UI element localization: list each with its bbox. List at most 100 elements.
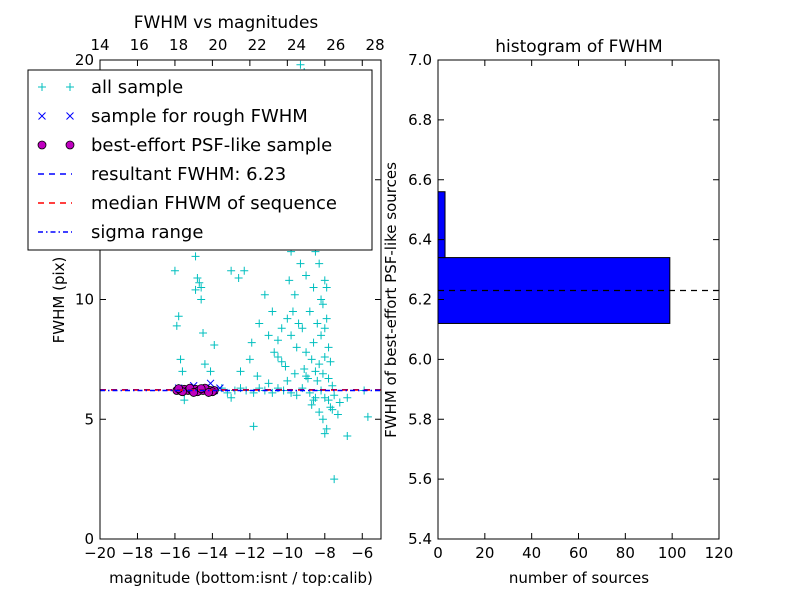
all-sample-point xyxy=(302,348,311,357)
histogram-y-tick-label: 5.6 xyxy=(408,470,432,488)
scatter-title: FWHM vs magnitudes xyxy=(134,13,319,33)
all-sample-point xyxy=(172,321,181,330)
all-sample-point xyxy=(197,295,206,304)
scatter-y-axis-label: FWHM (pix) xyxy=(50,257,68,344)
all-sample-point xyxy=(191,252,200,261)
all-sample-point xyxy=(298,324,307,333)
all-sample-point xyxy=(313,319,322,328)
all-sample-point xyxy=(302,271,311,280)
scatter-panel: FWHM vs magnitudes −20 −18 −16 −14 −12 −10 −8−… xyxy=(27,13,385,587)
all-sample-point xyxy=(318,369,327,378)
all-sample-point xyxy=(326,403,335,412)
all-sample-point xyxy=(335,398,344,407)
histogram-y-tick-label: 6.6 xyxy=(408,171,432,189)
all-sample-point xyxy=(317,331,326,340)
all-sample-point xyxy=(174,312,183,321)
all-sample-point xyxy=(318,415,327,424)
all-sample-point xyxy=(283,314,292,323)
histogram-x-tick-label: 20 xyxy=(475,544,494,562)
all-sample-point xyxy=(285,276,294,285)
histogram-x-axis-label: number of sources xyxy=(509,569,649,587)
legend-entry-label: all sample xyxy=(91,77,183,98)
all-sample-point xyxy=(320,393,329,402)
all-sample-point xyxy=(227,266,236,275)
all-sample-point xyxy=(180,396,189,405)
all-sample-point xyxy=(296,259,305,268)
histogram-bar xyxy=(437,191,446,259)
all-sample-point xyxy=(288,307,297,316)
all-sample-point xyxy=(290,290,299,299)
histogram-x-tick-label: 0 xyxy=(433,544,443,562)
all-sample-point xyxy=(255,319,264,328)
all-sample-point xyxy=(200,360,209,369)
all-sample-point xyxy=(268,307,277,316)
scatter-top-tick-label: 20 xyxy=(208,36,227,54)
all-sample-point xyxy=(176,355,185,364)
legend-entry-label: best-effort PSF-like sample xyxy=(91,135,332,156)
all-sample-point xyxy=(311,367,320,376)
all-sample-point xyxy=(324,374,333,383)
scatter-top-tick-label: 22 xyxy=(248,36,267,54)
histogram-y-tick-label: 6.8 xyxy=(408,111,432,129)
histogram-y-tick-label: 5.4 xyxy=(408,530,432,548)
all-sample-point xyxy=(324,343,333,352)
all-sample-point xyxy=(296,60,305,69)
scatter-x-tick-label: −12 xyxy=(234,544,266,562)
scatter-top-tick-label: 16 xyxy=(130,36,149,54)
all-sample-point xyxy=(287,331,296,340)
all-sample-point xyxy=(264,331,273,340)
histogram-y-tick-label: 6.2 xyxy=(408,291,432,309)
histogram-title: histogram of FWHM xyxy=(495,37,662,57)
all-sample-point xyxy=(281,362,290,371)
all-sample-point xyxy=(283,376,292,385)
legend-box xyxy=(27,69,373,251)
all-sample-point xyxy=(315,408,324,417)
histogram-y-tick-label: 5.8 xyxy=(408,410,432,428)
scatter-y-tick-label: 20 xyxy=(75,51,94,69)
all-sample-point xyxy=(247,338,256,347)
histogram-x-tick-label: 100 xyxy=(658,544,687,562)
all-sample-point xyxy=(315,360,324,369)
all-sample-point xyxy=(193,273,202,282)
all-sample-point xyxy=(307,355,316,364)
all-sample-point xyxy=(333,410,342,419)
all-sample-point xyxy=(195,278,204,287)
legend-entry-label: resultant FWHM: 6.23 xyxy=(91,164,286,185)
scatter-x-tick-label: −8 xyxy=(314,544,336,562)
all-sample-point xyxy=(264,379,273,388)
histogram-y-axis-label: FWHM of best-effort PSF-like sources xyxy=(382,162,400,438)
all-sample-point xyxy=(240,266,249,275)
all-sample-point xyxy=(307,400,316,409)
histogram-panel: histogram of FWHM 0 20 40 60 80 100 120 5.4 5.6 5… xyxy=(382,37,733,587)
legend-entry-label: sigma range xyxy=(91,222,203,243)
all-sample-point xyxy=(210,341,219,350)
histogram-x-tick-label: 40 xyxy=(522,544,541,562)
histogram-y-tick-label: 6.4 xyxy=(408,231,432,249)
all-sample-point xyxy=(273,336,282,345)
all-sample-point xyxy=(197,283,206,292)
all-sample-point xyxy=(191,285,200,294)
histogram-x-tick-label: 120 xyxy=(705,544,734,562)
scatter-x-axis-label: magnitude (bottom:isnt / top:calib) xyxy=(109,569,373,587)
all-sample-point xyxy=(227,393,236,402)
all-sample-point xyxy=(245,355,254,364)
scatter-x-tick-label: −10 xyxy=(272,544,304,562)
all-sample-point xyxy=(305,307,314,316)
all-sample-point xyxy=(249,422,258,431)
all-sample-point xyxy=(277,357,286,366)
scatter-x-tick-label: −20 xyxy=(84,544,116,562)
all-sample-point xyxy=(343,393,352,402)
all-sample-point xyxy=(292,343,301,352)
scatter-top-tick-label: 28 xyxy=(366,36,385,54)
scatter-y-tick-label: 5 xyxy=(84,410,94,428)
histogram-y-tick-label: 6.0 xyxy=(408,350,432,368)
all-sample-point xyxy=(178,367,187,376)
legend-entry-label: median FHWM of sequence xyxy=(91,193,337,214)
scatter-legend: all sample sample for rough FWHM best-effo… xyxy=(27,69,373,251)
all-sample-point xyxy=(322,314,331,323)
all-sample-point xyxy=(277,324,286,333)
all-sample-point xyxy=(317,295,326,304)
all-sample-point xyxy=(170,266,179,275)
psf-like-point xyxy=(174,384,184,393)
all-sample-point xyxy=(315,259,324,268)
